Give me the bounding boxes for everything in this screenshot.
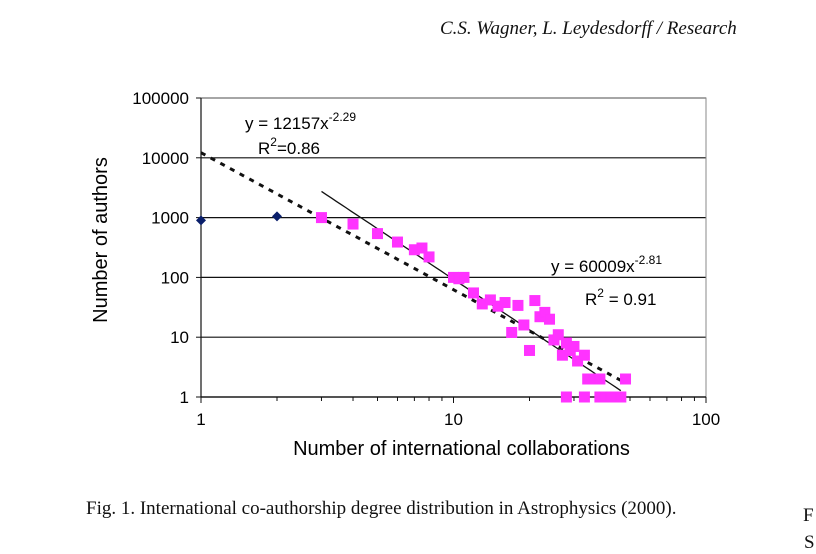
data-point-square bbox=[615, 391, 627, 403]
data-point-square bbox=[458, 271, 470, 283]
data-point-square bbox=[484, 294, 496, 306]
data-point-square bbox=[594, 373, 606, 385]
data-points bbox=[196, 211, 632, 403]
data-point-square bbox=[578, 391, 590, 403]
data-point-square bbox=[560, 391, 572, 403]
data-point-diamond bbox=[272, 211, 283, 222]
data-point-square bbox=[568, 340, 580, 352]
right-column-fragment: F bbox=[803, 505, 814, 526]
axes: 1 10 100 1000 10000 100000 1 10 100 bbox=[132, 89, 720, 429]
fit-line-dotted bbox=[200, 151, 627, 385]
data-point-square bbox=[518, 319, 530, 331]
data-point-square bbox=[529, 295, 541, 307]
y-tick-label: 10 bbox=[170, 328, 189, 347]
fit-r2-dotted: R2=0.86 bbox=[258, 135, 320, 158]
data-point-square bbox=[544, 313, 556, 325]
figure-caption: Fig. 1. International co-authorship degr… bbox=[86, 498, 677, 519]
running-head: C.S. Wagner, L. Leydesdorff / Research bbox=[440, 18, 737, 39]
data-point-square bbox=[467, 287, 479, 299]
data-point-square bbox=[506, 326, 518, 338]
y-tick-label: 100 bbox=[161, 268, 189, 287]
fit-r2-solid: R2 = 0.91 bbox=[585, 286, 656, 309]
right-column-fragment: S bbox=[804, 532, 815, 553]
data-point-square bbox=[347, 218, 359, 230]
x-tick-label: 100 bbox=[692, 410, 720, 429]
data-point-square bbox=[416, 242, 428, 254]
data-point-square bbox=[605, 391, 617, 403]
data-point-square bbox=[524, 344, 536, 356]
data-point-square bbox=[512, 299, 524, 311]
y-tick-label: 100000 bbox=[132, 89, 189, 108]
data-point-square bbox=[620, 373, 632, 385]
y-tick-label: 1 bbox=[180, 388, 189, 407]
data-point-diamond bbox=[196, 215, 206, 226]
y-tick-label: 10000 bbox=[142, 149, 189, 168]
data-point-square bbox=[499, 297, 511, 309]
data-point-square bbox=[552, 329, 564, 341]
data-point-square bbox=[391, 236, 403, 248]
y-tick-label: 1000 bbox=[151, 209, 189, 228]
fit-equation-solid: y = 60009x-2.81 bbox=[551, 253, 662, 276]
x-tick-label: 10 bbox=[444, 410, 463, 429]
x-tick-label: 1 bbox=[196, 410, 205, 429]
data-point-square bbox=[371, 228, 383, 240]
x-axis-label: Number of international collaborations bbox=[293, 438, 630, 460]
data-point-square bbox=[572, 355, 584, 367]
data-point-square bbox=[578, 349, 590, 361]
data-point-square bbox=[315, 212, 327, 224]
y-axis-label: Number of authors bbox=[90, 157, 112, 323]
power-law-chart: 1 10 100 1000 10000 100000 1 10 100 y = 12157x-2… bbox=[90, 89, 720, 460]
data-point-square bbox=[423, 251, 435, 263]
fit-equation-dotted: y = 12157x-2.29 bbox=[245, 110, 356, 133]
